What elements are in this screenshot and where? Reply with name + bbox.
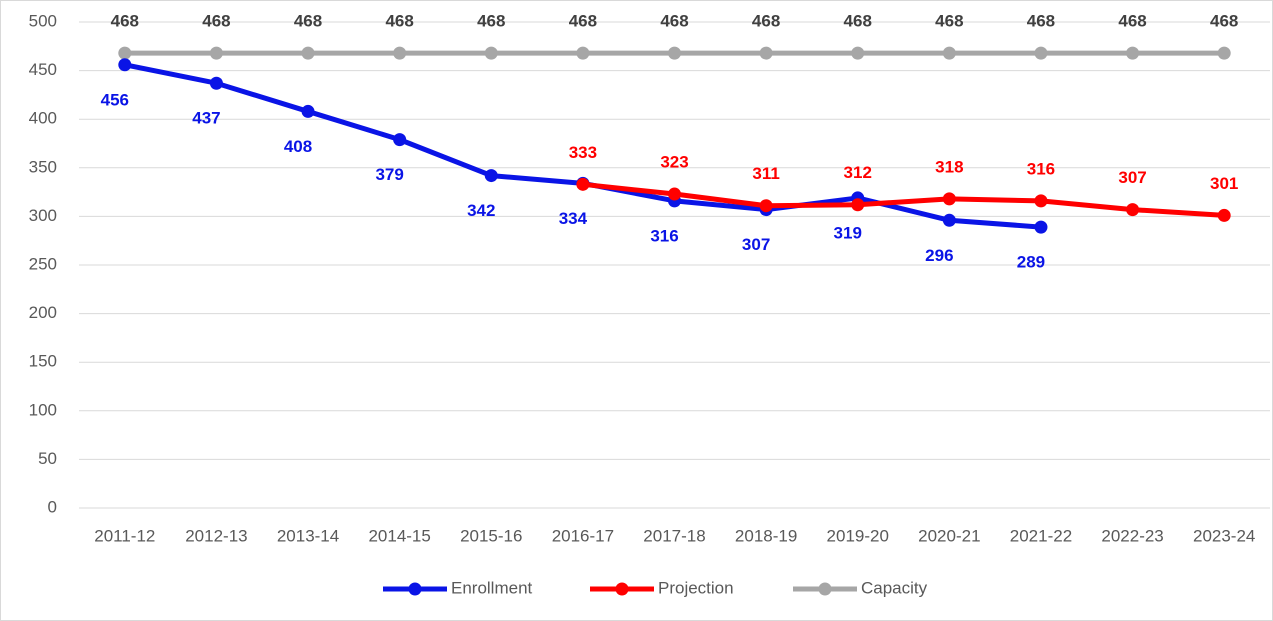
- data-label: 468: [752, 12, 780, 31]
- data-label: 323: [660, 153, 688, 172]
- data-point: [393, 46, 407, 60]
- legend-marker: [408, 582, 422, 596]
- data-label: 316: [650, 226, 678, 245]
- x-tick-label: 2020-21: [918, 526, 980, 545]
- data-label: 318: [935, 157, 963, 176]
- data-point: [1126, 203, 1140, 217]
- data-point: [576, 46, 590, 60]
- y-tick-label: 200: [29, 303, 57, 322]
- data-point: [851, 46, 865, 60]
- data-point: [118, 46, 132, 60]
- data-point: [1126, 46, 1140, 60]
- y-tick-label: 150: [29, 352, 57, 371]
- x-tick-label: 2014-15: [368, 526, 430, 545]
- data-point: [942, 213, 956, 227]
- data-point: [484, 46, 498, 60]
- data-point: [393, 133, 407, 147]
- data-label: 456: [101, 90, 129, 109]
- y-tick-label: 450: [29, 60, 57, 79]
- data-label: 468: [935, 12, 963, 31]
- x-tick-label: 2012-13: [185, 526, 247, 545]
- data-point: [1034, 46, 1048, 60]
- data-point: [851, 198, 865, 212]
- data-point: [942, 46, 956, 60]
- legend-marker: [615, 582, 629, 596]
- legend-marker: [818, 582, 832, 596]
- data-label: 316: [1027, 159, 1055, 178]
- data-point: [1217, 208, 1231, 222]
- data-point: [942, 192, 956, 206]
- y-tick-label: 50: [38, 449, 57, 468]
- data-point: [1034, 194, 1048, 208]
- data-label: 301: [1210, 174, 1238, 193]
- legend-label: Projection: [658, 578, 734, 597]
- data-label: 307: [1118, 168, 1146, 187]
- y-tick-label: 250: [29, 254, 57, 273]
- series-line: [582, 181, 1225, 218]
- x-tick-label: 2021-22: [1010, 526, 1072, 545]
- y-tick-label: 400: [29, 109, 57, 128]
- data-label: 468: [477, 12, 505, 31]
- y-tick-label: 0: [48, 497, 57, 516]
- x-tick-label: 2013-14: [277, 526, 339, 545]
- x-tick-label: 2017-18: [643, 526, 705, 545]
- data-label: 307: [742, 235, 770, 254]
- data-label: 468: [569, 12, 597, 31]
- data-point: [118, 58, 132, 72]
- x-tick-label: 2022-23: [1101, 526, 1163, 545]
- data-label: 468: [660, 12, 688, 31]
- data-label: 379: [375, 165, 403, 184]
- legend-label: Capacity: [861, 578, 928, 597]
- data-point: [1217, 46, 1231, 60]
- x-tick-label: 2016-17: [552, 526, 614, 545]
- x-tick-label: 2019-20: [827, 526, 889, 545]
- data-label: 468: [1118, 12, 1146, 31]
- data-label: 296: [925, 246, 953, 265]
- data-point: [1034, 220, 1048, 234]
- data-label: 312: [844, 163, 872, 182]
- data-label: 437: [192, 109, 220, 128]
- legend-label: Enrollment: [451, 578, 533, 597]
- data-label: 468: [1210, 12, 1238, 31]
- data-label: 468: [844, 12, 872, 31]
- data-point: [759, 199, 773, 213]
- y-tick-label: 100: [29, 400, 57, 419]
- data-label: 342: [467, 201, 495, 220]
- data-point: [576, 177, 590, 191]
- x-tick-label: 2011-12: [94, 526, 155, 545]
- data-point: [484, 169, 498, 183]
- data-label: 468: [202, 12, 230, 31]
- y-tick-label: 350: [29, 157, 57, 176]
- x-tick-label: 2015-16: [460, 526, 522, 545]
- data-point: [668, 46, 681, 60]
- data-label: 319: [834, 223, 862, 242]
- data-point: [668, 187, 681, 201]
- y-tick-label: 300: [29, 206, 57, 225]
- data-label: 408: [284, 137, 312, 156]
- y-tick-label: 500: [29, 11, 57, 30]
- data-label: 289: [1017, 253, 1045, 272]
- data-label: 311: [752, 164, 779, 183]
- data-label: 468: [385, 12, 413, 31]
- data-point: [209, 76, 223, 90]
- data-label: 468: [1027, 12, 1055, 31]
- data-label: 468: [111, 12, 139, 31]
- data-point: [759, 46, 773, 60]
- x-tick-label: 2018-19: [735, 526, 797, 545]
- data-point: [301, 104, 315, 118]
- x-tick-label: 2023-24: [1193, 526, 1255, 545]
- data-label: 333: [569, 143, 597, 162]
- data-label: 334: [559, 209, 588, 228]
- data-point: [209, 46, 223, 60]
- data-point: [301, 46, 315, 60]
- data-label: 468: [294, 12, 322, 31]
